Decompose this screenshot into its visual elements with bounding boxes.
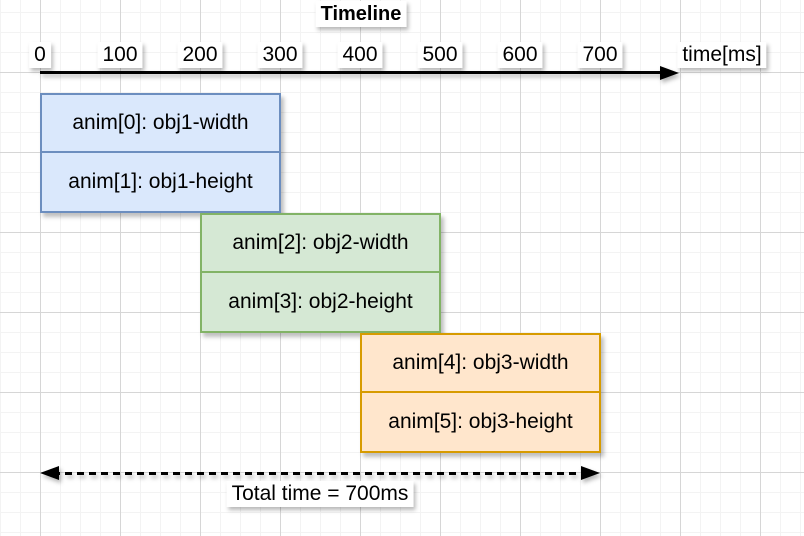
axis-tick-label-100: 100 — [97, 42, 143, 68]
axis-tick-label-600: 600 — [497, 42, 543, 68]
anim-bar-2-label: anim[2]: obj2-width — [232, 231, 409, 254]
time-axis-arrowhead-icon — [660, 66, 679, 80]
axis-tick-label-200: 200 — [177, 42, 223, 68]
axis-tick-label-300: 300 — [257, 42, 303, 68]
anim-bar-4: anim[4]: obj3-width — [360, 333, 601, 393]
anim-bar-1-label: anim[1]: obj1-height — [68, 170, 253, 193]
axis-tick-label-0: 0 — [29, 42, 51, 68]
anim-bar-3: anim[3]: obj2-height — [200, 273, 441, 333]
anim-group-obj1: anim[0]: obj1-width anim[1]: obj1-height — [40, 93, 281, 213]
anim-bar-5: anim[5]: obj3-height — [360, 393, 601, 453]
anim-bar-4-label: anim[4]: obj3-width — [392, 351, 569, 374]
axis-unit-label: time[ms] — [677, 42, 767, 68]
arrowhead-right-icon — [581, 466, 600, 480]
anim-group-obj2: anim[2]: obj2-width anim[3]: obj2-height — [200, 213, 441, 333]
total-time-label: Total time = 700ms — [226, 481, 414, 507]
axis-tick-label-700: 700 — [577, 42, 623, 68]
anim-bar-2: anim[2]: obj2-width — [200, 213, 441, 273]
diagram-title: Timeline — [315, 1, 407, 27]
axis-tick-label-400: 400 — [337, 42, 383, 68]
anim-bar-0-label: anim[0]: obj1-width — [72, 111, 249, 134]
anim-bar-1: anim[1]: obj1-height — [40, 153, 281, 213]
arrowhead-left-icon — [40, 466, 59, 480]
anim-bar-5-label: anim[5]: obj3-height — [388, 410, 573, 433]
dashed-line — [53, 472, 587, 475]
anim-bar-0: anim[0]: obj1-width — [40, 93, 281, 153]
axis-tick-label-500: 500 — [417, 42, 463, 68]
time-axis-line — [40, 71, 662, 74]
anim-bar-3-label: anim[3]: obj2-height — [228, 290, 413, 313]
total-time-arrow — [40, 466, 600, 481]
anim-group-obj3: anim[4]: obj3-width anim[5]: obj3-height — [360, 333, 601, 453]
